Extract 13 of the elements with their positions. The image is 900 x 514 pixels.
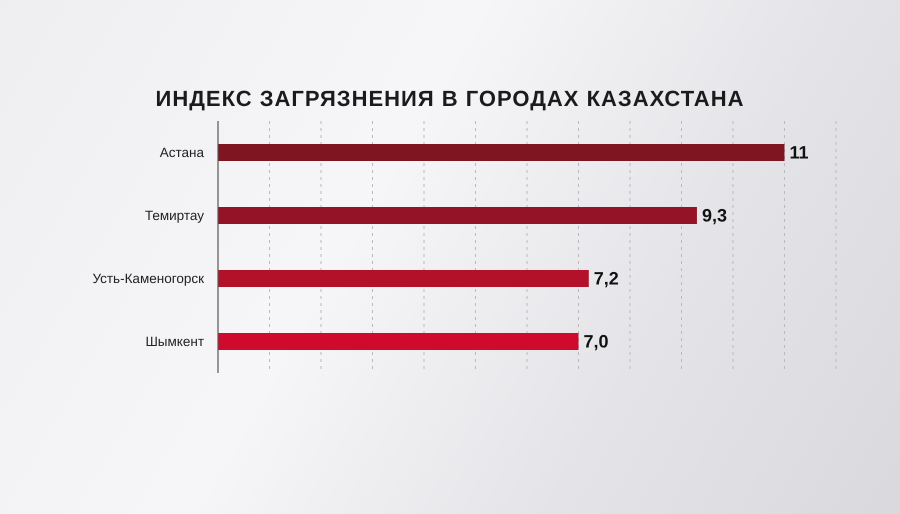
y-tick-label: Шымкент [145,334,204,349]
chart-title: ИНДЕКС ЗАГРЯЗНЕНИЯ В ГОРОДАХ КАЗАХСТАНА [154,86,746,112]
y-tick-label: Астана [160,145,204,160]
y-tick-label: Темиртау [144,208,204,223]
data-label: 9,3 [702,206,727,226]
bar [218,207,697,224]
data-label: 11 [790,142,809,162]
bar [218,144,784,161]
bar [218,270,589,287]
data-label: 7,0 [584,332,609,352]
bar [218,333,578,350]
data-label: 7,2 [594,268,619,288]
y-tick-label: Усть-Каменогорск [92,271,204,286]
